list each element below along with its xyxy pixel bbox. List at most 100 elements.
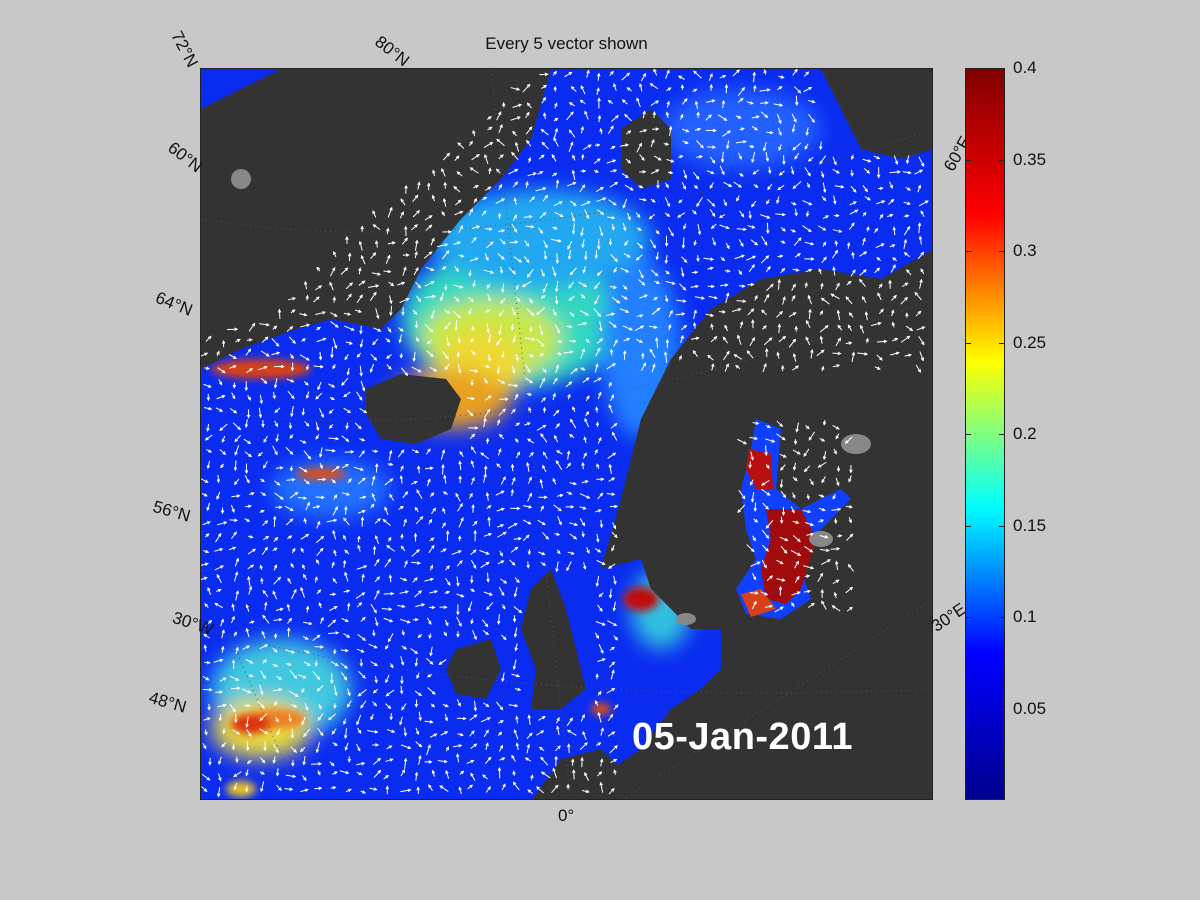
vector-arrow-head (421, 603, 426, 607)
vector-arrow (246, 729, 252, 737)
vector-arrow (385, 758, 394, 762)
vector-arrow-head (500, 524, 505, 528)
vector-arrow-head (512, 338, 516, 343)
vector-arrow-head (781, 578, 786, 582)
vector-arrow-head (246, 645, 251, 649)
vector-arrow-head (558, 521, 562, 526)
vector-arrow-head (528, 157, 532, 162)
vector-arrow-head (600, 187, 604, 191)
vector-arrow-head (582, 506, 587, 510)
vector-arrow-head (652, 363, 656, 368)
vector-arrow (832, 425, 840, 430)
vector-arrow-head (222, 451, 227, 455)
vector-arrow-head (485, 729, 489, 734)
vector-arrow-head (541, 343, 545, 347)
vector-arrow (400, 475, 403, 484)
vector-arrow (805, 522, 814, 526)
vector-arrow-head (613, 324, 617, 328)
vector-arrow (326, 519, 337, 523)
vector-arrow-head (417, 298, 422, 303)
vector-arrow-head (469, 208, 473, 213)
vector-arrow-head (890, 198, 895, 203)
vector-arrow-head (629, 187, 634, 191)
vector-arrow-head (428, 620, 432, 625)
vector-arrow-head (375, 284, 380, 288)
vector-arrow (537, 519, 546, 526)
vector-arrow-head (347, 788, 352, 792)
vector-arrow (764, 337, 773, 346)
vector-arrow-head (553, 137, 557, 142)
vector-arrow (415, 240, 418, 251)
vector-arrow-head (765, 101, 769, 105)
vector-arrow-head (542, 464, 546, 469)
vector-arrow-head (222, 339, 226, 344)
vector-arrow-head (274, 702, 278, 707)
vector-arrow-head (334, 692, 338, 697)
vector-arrow-head (318, 356, 323, 361)
vector-arrow-head (635, 257, 640, 261)
vector-arrow-head (611, 788, 615, 792)
vector-arrow (329, 282, 334, 291)
vector-arrow-head (347, 692, 351, 697)
vector-arrow-head (622, 204, 626, 209)
vector-arrow-head (621, 99, 626, 103)
vector-arrow-head (821, 600, 825, 605)
vector-arrow-head (531, 196, 536, 200)
vector-arrow-head (414, 506, 418, 511)
vector-arrow-head (614, 704, 619, 709)
vector-arrow (707, 198, 715, 207)
vector-arrow-head (320, 732, 324, 737)
vector-arrow-head (721, 257, 726, 262)
vector-arrow (695, 101, 698, 110)
vector-arrow (762, 559, 767, 569)
vector-arrow-head (542, 377, 546, 382)
vector-arrow (291, 589, 297, 600)
vector-arrow-head (460, 770, 465, 775)
vector-arrow (791, 591, 801, 596)
vector-arrow-head (279, 496, 284, 500)
vector-arrow-head (895, 351, 900, 355)
vector-arrow (835, 561, 838, 571)
vector-arrow (569, 533, 577, 540)
vector-arrow-head (372, 545, 377, 550)
vector-arrow (384, 506, 389, 515)
vector-arrow (721, 151, 724, 163)
vector-arrow-head (272, 759, 276, 764)
vector-arrow-head (219, 658, 224, 662)
vector-arrow-head (833, 200, 837, 205)
vector-arrow-head (231, 746, 236, 751)
vector-arrow (564, 71, 573, 78)
vector-arrow-head (231, 603, 235, 608)
vector-arrow (440, 292, 444, 301)
vector-arrow-head (486, 285, 490, 289)
vector-arrow (428, 545, 435, 553)
vector-arrow-head (905, 214, 910, 218)
vector-arrow (900, 335, 910, 343)
vector-arrow-head (694, 270, 699, 274)
vector-arrow (761, 255, 769, 264)
vector-arrow-head (498, 212, 502, 217)
vector-arrow (457, 364, 461, 374)
vector-arrow (833, 266, 836, 276)
vector-arrow (606, 688, 615, 694)
vector-arrow-head (272, 395, 276, 400)
vector-arrow-head (742, 299, 747, 303)
vector-arrow-head (497, 419, 501, 424)
vector-arrow-head (299, 748, 304, 753)
vector-arrow-head (767, 425, 771, 429)
vector-arrow-head (614, 636, 619, 641)
vector-arrow-head (808, 202, 813, 206)
vector-arrow-head (498, 331, 502, 336)
vector-arrow (665, 281, 676, 285)
vector-arrow-head (906, 335, 911, 340)
vector-arrow (850, 186, 857, 193)
vector-arrow (469, 257, 479, 262)
vector-arrow-head (217, 793, 221, 798)
vector-arrow (246, 740, 249, 751)
vector-arrow-head (611, 394, 614, 399)
vector-arrow (261, 336, 269, 343)
vector-arrow (319, 351, 322, 360)
vector-arrow-head (246, 479, 250, 484)
vector-arrow-head (614, 339, 618, 344)
vector-arrow (597, 338, 603, 344)
